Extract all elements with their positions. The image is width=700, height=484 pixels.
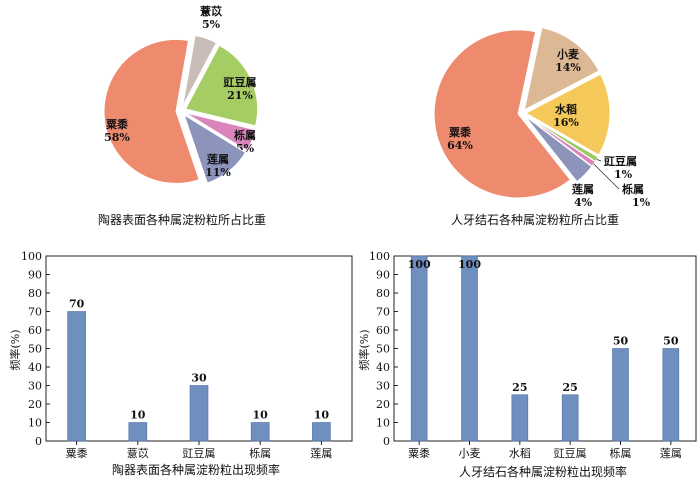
bar1-ytick-label-1: 10 bbox=[28, 417, 42, 430]
pie2-label-1: 水稻 bbox=[555, 102, 577, 116]
bar2-title: 人牙结石各种属淀粉粒出现频率 bbox=[459, 464, 627, 479]
bar2-value-label-1: 100 bbox=[458, 258, 481, 271]
pie2-label-5: 粟黍 bbox=[448, 125, 472, 139]
bar1-bar-4 bbox=[312, 422, 331, 442]
bar2-ylabel: 频率(%) bbox=[357, 329, 371, 370]
bar1-title: 陶器表面各种属淀粉粒出现频率 bbox=[112, 462, 280, 477]
pie1-title: 陶器表面各种属淀粉粒所占比重 bbox=[98, 212, 266, 227]
bar2-bar-3 bbox=[561, 394, 579, 442]
bar2-ytick-label-6: 60 bbox=[376, 324, 390, 337]
bar1-ytick-label-3: 30 bbox=[28, 380, 42, 393]
pie1-label-1: 豇豆属 bbox=[224, 76, 257, 89]
bar1-ytick-label-9: 90 bbox=[28, 269, 42, 282]
pie2-label-2: 豇豆属 bbox=[604, 155, 637, 168]
pie1-pct-1: 21% bbox=[227, 89, 253, 102]
bar2-ytick-label-9: 90 bbox=[376, 269, 390, 282]
bar1-bar-1 bbox=[128, 422, 148, 442]
pie1-pct-0: 5% bbox=[202, 18, 221, 31]
bar1-xtick-label-3: 栎属 bbox=[249, 447, 271, 460]
pie1-slice-0 bbox=[182, 34, 218, 107]
bar1-xtick-label-1: 薏苡 bbox=[127, 446, 149, 460]
bar2-ytick-label-5: 50 bbox=[376, 343, 390, 356]
bar2-ytick-label-3: 30 bbox=[376, 380, 390, 393]
bar1-bar-0 bbox=[67, 311, 86, 442]
bar1-value-label-4: 10 bbox=[314, 409, 330, 422]
pie2-pct-0: 14% bbox=[555, 61, 581, 74]
bar1-ytick-label-6: 60 bbox=[28, 324, 42, 337]
bar1-xtick-label-2: 豇豆属 bbox=[183, 447, 216, 460]
pie2-label-3: 栎属 bbox=[622, 182, 644, 196]
bar1-bar-2 bbox=[189, 385, 209, 442]
bar2-bar-4 bbox=[612, 348, 629, 442]
bar1-ytick-label-2: 20 bbox=[28, 398, 42, 411]
bar1-value-label-2: 30 bbox=[191, 372, 207, 385]
bar2-ytick-label-1: 10 bbox=[376, 417, 390, 430]
bar2-value-label-2: 25 bbox=[512, 381, 527, 394]
pie2-leader-2 bbox=[596, 158, 602, 162]
bar2-bar-0 bbox=[410, 255, 428, 442]
bar2-xtick-label-5: 莲属 bbox=[660, 447, 682, 460]
pie1-pct-3: 11% bbox=[205, 166, 231, 179]
bar1-ytick-label-0: 0 bbox=[35, 435, 42, 448]
bar1-xtick-label-4: 莲属 bbox=[310, 447, 332, 460]
bar1-ylabel: 频率(%) bbox=[8, 329, 22, 370]
bar1-xtick-label-0: 粟黍 bbox=[66, 447, 88, 460]
bar2-value-label-3: 25 bbox=[563, 381, 578, 394]
bar2-ytick-label-0: 0 bbox=[383, 435, 390, 448]
pie2-slice-5 bbox=[433, 29, 571, 199]
pie1-slice-3 bbox=[183, 113, 247, 184]
pie1-label-3: 莲属 bbox=[207, 152, 229, 166]
pie1-label-4: 粟黍 bbox=[105, 117, 129, 131]
bar2-xtick-label-2: 水稻 bbox=[509, 447, 531, 460]
bar1-ytick-label-10: 100 bbox=[21, 250, 42, 263]
bar2-ytick-label-4: 40 bbox=[376, 361, 390, 374]
bar1-ytick-label-4: 40 bbox=[28, 361, 42, 374]
bar2-bar-1 bbox=[461, 255, 478, 442]
bar2-xtick-label-1: 小麦 bbox=[459, 447, 481, 460]
bar2-bar-5 bbox=[662, 348, 680, 442]
pie2-slice-0 bbox=[523, 27, 600, 111]
pie1-label-0: 薏苡 bbox=[200, 4, 222, 18]
bar1-ytick-label-5: 50 bbox=[28, 343, 42, 356]
bar1-value-label-1: 10 bbox=[130, 409, 146, 422]
pie2-pct-4: 4% bbox=[574, 196, 593, 209]
bar2-xtick-label-4: 栎属 bbox=[610, 447, 632, 460]
bar1-bar-3 bbox=[250, 422, 270, 442]
bar2-value-label-5: 50 bbox=[663, 335, 679, 348]
bar1-value-label-3: 10 bbox=[253, 409, 269, 422]
pie2-slice-4 bbox=[524, 115, 593, 183]
pie2-leader-3 bbox=[593, 163, 620, 190]
bar2-bar-2 bbox=[511, 394, 529, 442]
pie1-slice-1 bbox=[184, 44, 258, 127]
pie1-label-2: 栎属 bbox=[234, 128, 256, 142]
pie2-pct-3: 1% bbox=[632, 196, 651, 209]
bar2-ytick-label-8: 80 bbox=[376, 287, 390, 300]
bar1-ytick-label-8: 80 bbox=[28, 287, 42, 300]
bar2-ytick-label-10: 100 bbox=[369, 250, 390, 263]
bar2-ytick-label-7: 70 bbox=[376, 306, 390, 319]
bar2-xtick-label-0: 粟黍 bbox=[408, 447, 430, 460]
pie2-label-0: 小麦 bbox=[556, 47, 580, 61]
bar2-xtick-label-3: 豇豆属 bbox=[554, 447, 587, 460]
bar2-ytick-label-2: 20 bbox=[376, 398, 390, 411]
pie2-slice-3 bbox=[524, 114, 596, 167]
bar2-frame bbox=[393, 255, 697, 442]
pie2-pct-5: 64% bbox=[447, 139, 473, 152]
pie1-pct-4: 58% bbox=[104, 131, 130, 144]
pie2-pct-2: 1% bbox=[614, 168, 633, 181]
bar1-value-label-0: 70 bbox=[69, 298, 85, 311]
pie2-title: 人牙结石各种属淀粉粒所占比重 bbox=[451, 212, 619, 227]
pie2-label-4: 莲属 bbox=[572, 182, 594, 196]
pie2-pct-1: 16% bbox=[553, 116, 579, 129]
pie1-slice-4 bbox=[103, 38, 200, 184]
bar1-ytick-label-7: 70 bbox=[28, 306, 42, 319]
bar2-value-label-4: 50 bbox=[613, 335, 629, 348]
pie1-slice-2 bbox=[185, 112, 257, 152]
bar2-value-label-0: 100 bbox=[408, 258, 431, 271]
pie2-slice-1 bbox=[524, 73, 611, 156]
